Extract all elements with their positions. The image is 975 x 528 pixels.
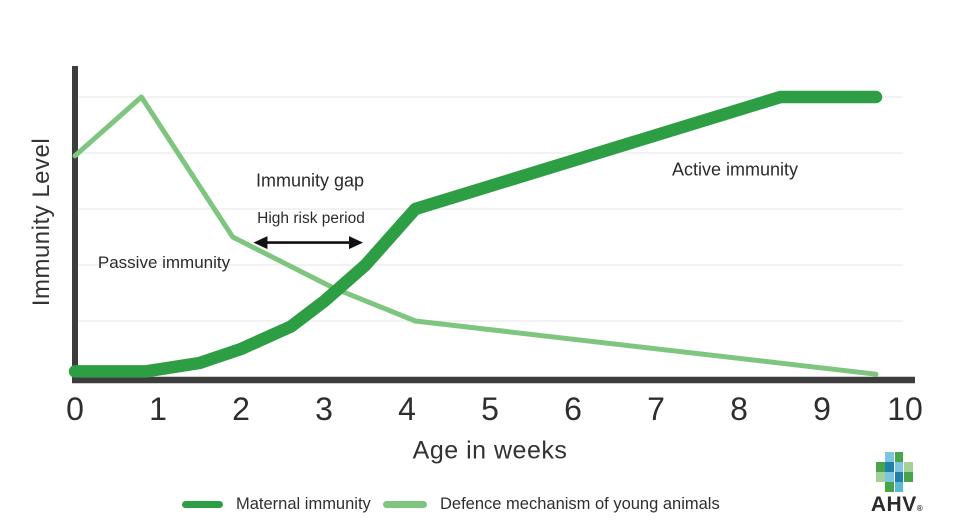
legend-item-maternal-immunity: Maternal immunity: [182, 495, 371, 513]
annotation-passive-immunity: Passive immunity: [97, 253, 231, 272]
y-axis-title: Immunity Level: [28, 137, 55, 307]
x-axis-title: Age in weeks: [412, 436, 568, 465]
x-tick-label-8: 8: [730, 391, 748, 427]
annotation-active-immunity: Active immunity: [671, 159, 799, 180]
ahv-logo-text: AHV®: [865, 493, 929, 517]
high-risk-arrow-icon: [253, 236, 364, 250]
x-tick-label-6: 6: [564, 391, 582, 427]
ahv-logo-wordmark: AHV: [870, 493, 917, 516]
ahv-cross-icon: [876, 452, 913, 492]
x-tick-label-1: 1: [149, 391, 167, 427]
legend-label-defence-mechanism: Defence mechanism of young animals: [440, 494, 720, 513]
annotation-high-risk-period: High risk period: [257, 210, 365, 227]
annotation-immunity-gap: Immunity gap: [255, 170, 365, 191]
legend-swatch-maternal-immunity: [182, 500, 223, 508]
ahv-logo: AHV®: [860, 451, 930, 516]
series-group: [68, 90, 883, 378]
x-tick-label-10: 10: [887, 391, 923, 427]
legend-label-maternal-immunity: Maternal immunity: [236, 494, 371, 513]
registered-trademark-icon: ®: [916, 504, 924, 513]
x-tick-label-9: 9: [813, 391, 831, 427]
x-tick-label-5: 5: [481, 391, 499, 427]
legend-item-defence-mechanism: Defence mechanism of young animals: [383, 495, 720, 513]
x-tick-label-2: 2: [232, 391, 250, 427]
x-tick-label-0: 0: [66, 391, 84, 427]
axes-group: [72, 66, 915, 384]
legend-swatch-defence-mechanism: [383, 500, 427, 508]
x-tick-label-7: 7: [647, 391, 665, 427]
x-tick-label-4: 4: [398, 391, 416, 427]
x-tick-label-3: 3: [315, 391, 333, 427]
gridlines-group: [78, 96, 903, 322]
x-axis-ticks: 0 1 2 3 4 5 6 7 8 9 10: [0, 391, 975, 427]
